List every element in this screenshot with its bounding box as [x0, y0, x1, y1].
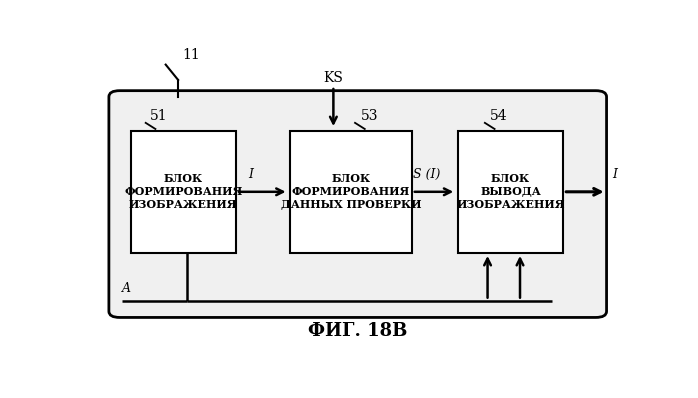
Text: A: A [122, 282, 131, 295]
Text: БЛОК
ВЫВОДА
ИЗОБРАЖЕНИЯ: БЛОК ВЫВОДА ИЗОБРАЖЕНИЯ [456, 174, 565, 210]
FancyBboxPatch shape [290, 131, 412, 253]
Text: БЛОК
ФОРМИРОВАНИЯ
ИЗОБРАЖЕНИЯ: БЛОК ФОРМИРОВАНИЯ ИЗОБРАЖЕНИЯ [124, 174, 242, 210]
Text: I: I [248, 168, 253, 181]
Text: ФИГ. 18В: ФИГ. 18В [308, 322, 408, 340]
Text: 51: 51 [149, 109, 167, 123]
FancyBboxPatch shape [131, 131, 236, 253]
Text: 54: 54 [490, 109, 508, 123]
FancyBboxPatch shape [109, 91, 607, 318]
Text: KS: KS [323, 70, 343, 84]
Text: 53: 53 [360, 109, 378, 123]
Text: I: I [612, 168, 617, 181]
Text: 11: 11 [182, 47, 200, 62]
Text: БЛОК
ФОРМИРОВАНИЯ
ДАННЫХ ПРОВЕРКИ: БЛОК ФОРМИРОВАНИЯ ДАННЫХ ПРОВЕРКИ [281, 174, 421, 210]
FancyBboxPatch shape [458, 131, 563, 253]
Text: S (I): S (I) [413, 168, 440, 181]
